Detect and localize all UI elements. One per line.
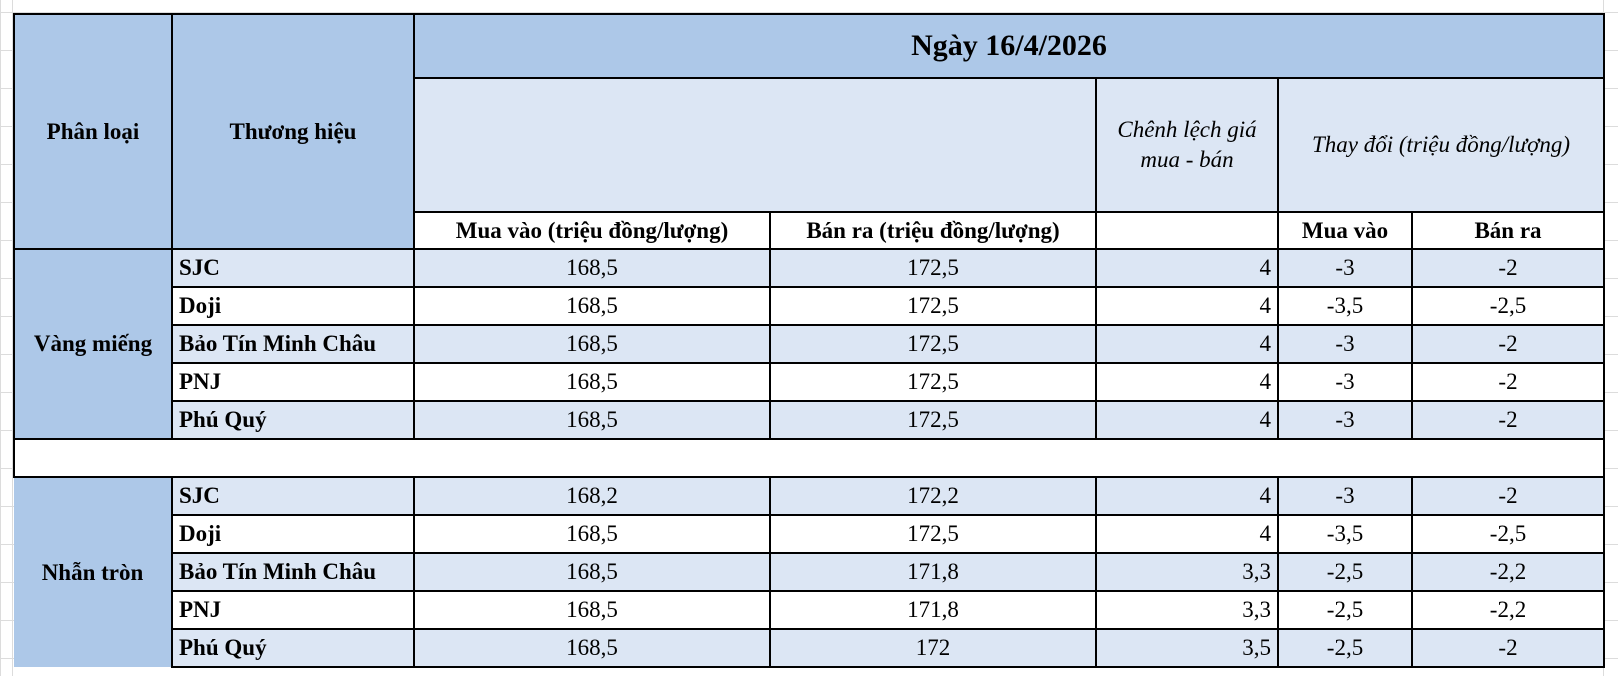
buy-cell: 168,5: [413, 248, 771, 288]
sell-cell: 172,5: [769, 362, 1097, 402]
buy-cell: 168,5: [413, 362, 771, 402]
buy-cell: 168,2: [413, 476, 771, 516]
sell-cell: 172,2: [769, 476, 1097, 516]
change-buy-cell: -3: [1277, 248, 1413, 288]
spacer-cell: [13, 438, 1605, 478]
spacer-row: [13, 438, 1605, 478]
change-sell-cell: -2: [1411, 248, 1605, 288]
spread-cell: 4: [1095, 286, 1279, 326]
spread-cell: 4: [1095, 324, 1279, 364]
spread-cell: 3,3: [1095, 552, 1279, 592]
sell-cell: 171,8: [769, 590, 1097, 630]
table-row: Nhẫn tròn SJC 168,2 172,2 4 -3 -2: [14, 476, 1605, 667]
gold-price-table: Phân loại Thương hiệu Ngày 16/4/2026 Chê…: [13, 13, 1605, 668]
spread-cell: 4: [1095, 248, 1279, 288]
table-row: Doji 168,5 172,5 4 -3,5 -2,5: [14, 514, 1605, 554]
table-row: Bảo Tín Minh Châu 168,5 172,5 4 -3 -2: [14, 324, 1605, 364]
category-cell: Vàng miếng: [13, 248, 173, 440]
header-date: Ngày 16/4/2026: [413, 13, 1605, 79]
spread-cell: 4: [1095, 476, 1279, 516]
table-row: Vàng miếng SJC 168,5 172,5 4 -3 -2: [13, 248, 1605, 440]
change-buy-cell: -2,5: [1277, 628, 1413, 668]
header-brand: Thương hiệu: [171, 13, 415, 250]
change-buy-cell: -3,5: [1277, 514, 1413, 554]
brand-cell: PNJ: [171, 362, 415, 402]
buy-cell: 168,5: [413, 400, 771, 440]
table-row: PNJ 168,5 172,5 4 -3 -2: [14, 362, 1605, 402]
buy-cell: 168,5: [413, 628, 771, 668]
header-change: Thay đổi (triệu đồng/lượng): [1277, 77, 1605, 213]
buy-cell: 168,5: [413, 324, 771, 364]
sell-cell: 172: [769, 628, 1097, 668]
change-sell-cell: -2: [1411, 362, 1605, 402]
gridline: [12, 0, 13, 676]
spread-cell: 4: [1095, 400, 1279, 440]
change-buy-cell: -3,5: [1277, 286, 1413, 326]
buy-cell: 168,5: [413, 590, 771, 630]
sell-cell: 171,8: [769, 552, 1097, 592]
change-buy-cell: -3: [1277, 362, 1413, 402]
spread-cell: 3,3: [1095, 590, 1279, 630]
sell-cell: 172,5: [769, 514, 1097, 554]
brand-cell: Doji: [171, 286, 415, 326]
header-change-sell: Bán ra: [1411, 211, 1605, 250]
brand-cell: Bảo Tín Minh Châu: [171, 552, 415, 592]
sell-cell: 172,5: [769, 248, 1097, 288]
header-spread: Chênh lệch giá mua - bán: [1095, 77, 1279, 213]
buy-cell: 168,5: [413, 514, 771, 554]
change-buy-cell: -3: [1277, 400, 1413, 440]
change-buy-cell: -2,5: [1277, 590, 1413, 630]
buy-cell: 168,5: [413, 552, 771, 592]
category-cell: Nhẫn tròn: [14, 476, 173, 667]
brand-cell: SJC: [171, 248, 415, 288]
change-buy-cell: -3: [1277, 476, 1413, 516]
brand-cell: SJC: [171, 476, 415, 516]
brand-cell: Phú Quý: [171, 628, 415, 668]
header-sell: Bán ra (triệu đồng/lượng): [769, 211, 1097, 250]
change-sell-cell: -2: [1411, 400, 1605, 440]
buy-cell: 168,5: [413, 286, 771, 326]
header-category: Phân loại: [13, 13, 173, 250]
sell-cell: 172,5: [769, 324, 1097, 364]
change-buy-cell: -2,5: [1277, 552, 1413, 592]
spread-cell: 3,5: [1095, 628, 1279, 668]
brand-cell: Bảo Tín Minh Châu: [171, 324, 415, 364]
change-sell-cell: -2,5: [1411, 286, 1605, 326]
header-change-buy: Mua vào: [1277, 211, 1413, 250]
change-sell-cell: -2: [1411, 324, 1605, 364]
header-empty: [413, 77, 1097, 213]
brand-cell: Phú Quý: [171, 400, 415, 440]
spread-cell: 4: [1095, 362, 1279, 402]
change-sell-cell: -2: [1411, 628, 1605, 668]
table-row: Doji 168,5 172,5 4 -3,5 -2,5: [14, 286, 1605, 326]
header-buy: Mua vào (triệu đồng/lượng): [413, 211, 771, 250]
sell-cell: 172,5: [769, 286, 1097, 326]
change-sell-cell: -2,2: [1411, 590, 1605, 630]
table-row: Bảo Tín Minh Châu 168,5 171,8 3,3 -2,5 -2,2: [14, 552, 1605, 592]
brand-cell: Doji: [171, 514, 415, 554]
change-sell-cell: -2: [1411, 476, 1605, 516]
change-sell-cell: -2,5: [1411, 514, 1605, 554]
table-row: PNJ 168,5 171,8 3,3 -2,5 -2,2: [14, 590, 1605, 630]
spread-cell: 4: [1095, 514, 1279, 554]
table-row: Phú Quý 168,5 172,5 4 -3 -2: [14, 400, 1605, 440]
change-buy-cell: -3: [1277, 324, 1413, 364]
sell-cell: 172,5: [769, 400, 1097, 440]
table-row: Phú Quý 168,5 172 3,5 -2,5 -2: [14, 628, 1605, 668]
change-sell-cell: -2,2: [1411, 552, 1605, 592]
header-spread-empty: [1095, 211, 1279, 250]
brand-cell: PNJ: [171, 590, 415, 630]
